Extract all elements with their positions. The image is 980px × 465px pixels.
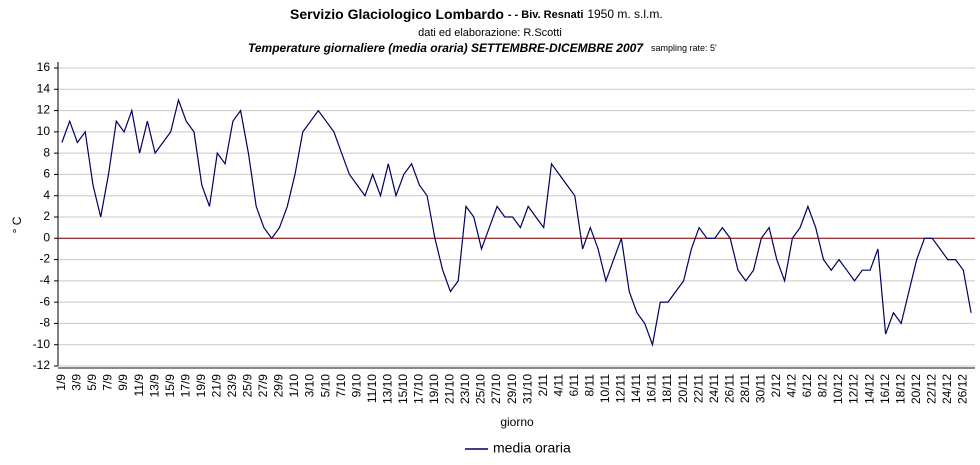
x-tick-label: 26/12	[956, 374, 970, 404]
x-tick-label: 19/10	[427, 374, 441, 404]
y-tick-label: -4	[39, 273, 50, 287]
x-tick-label: 10/12	[831, 374, 845, 404]
x-tick-label: 16/12	[878, 374, 892, 404]
x-tick-label: 2/12	[769, 374, 783, 398]
x-axis-label: giorno	[500, 415, 534, 429]
x-tick-label: 30/11	[753, 374, 767, 403]
x-tick-label: 20/11	[676, 374, 690, 403]
title-altitude: 1950 m. s.l.m.	[587, 7, 662, 21]
note: sampling rate: 5'	[651, 43, 717, 53]
y-tick-label: 10	[37, 124, 51, 138]
x-tick-label: 17/10	[412, 374, 426, 404]
chart-title: Servizio Glaciologico Lombardo - - Biv. …	[290, 6, 663, 22]
x-tick-label: 2/11	[536, 374, 550, 397]
x-tick-label: 29/10	[505, 374, 519, 404]
x-tick-label: 25/9	[241, 374, 255, 398]
title2: Temperature giornaliere (media oraria) S…	[248, 41, 717, 55]
x-tick-label: 18/11	[660, 374, 674, 403]
x-tick-label: 20/12	[909, 374, 923, 404]
x-tick-label: 11/10	[365, 374, 379, 403]
x-tick-label: 7/9	[101, 374, 115, 391]
x-tick-label: 14/12	[862, 374, 876, 404]
x-tick-label: 4/11	[551, 374, 565, 397]
x-tick-label: 27/9	[256, 374, 270, 398]
x-tick-label: 5/9	[85, 374, 99, 391]
x-tick-label: 27/10	[489, 374, 503, 404]
x-tick-label: 4/12	[785, 374, 799, 398]
x-tick-label: 10/11	[598, 374, 612, 403]
x-tick-label: 12/11	[614, 374, 628, 403]
y-tick-label: -6	[39, 294, 50, 308]
x-tick-label: 23/9	[225, 374, 239, 398]
x-tick-label: 5/10	[318, 374, 332, 398]
x-tick-label: 15/10	[396, 374, 410, 404]
x-tick-label: 26/11	[722, 374, 736, 403]
series-line	[61, 97, 972, 347]
x-tick-label: 18/12	[893, 374, 907, 404]
x-tick-label: 8/12	[816, 374, 830, 398]
x-tick-label: 9/10	[349, 374, 363, 398]
x-tick-label: 29/9	[272, 374, 286, 398]
y-tick-label: 14	[37, 81, 51, 95]
x-tick-label: 31/10	[520, 374, 534, 404]
y-tick-label: 0	[43, 230, 50, 244]
x-tick-label: 7/10	[334, 374, 348, 398]
title2-main: Temperature giornaliere (media oraria) S…	[248, 41, 644, 55]
x-tick-label: 23/10	[458, 374, 472, 404]
x-tick-label: 3/10	[303, 374, 317, 398]
title-separator: - - Biv. Resnati	[508, 9, 584, 21]
x-tick-label: 22/12	[924, 374, 938, 404]
x-tick-label: 6/12	[800, 374, 814, 398]
x-tick-label: 21/9	[209, 374, 223, 398]
legend-label: media oraria	[493, 440, 571, 456]
y-tick-label: 8	[43, 145, 50, 159]
x-tick-label: 13/9	[147, 374, 161, 398]
x-tick-label: 11/9	[132, 374, 146, 397]
y-axis-label: ° C	[10, 216, 24, 233]
x-tick-label: 21/10	[443, 374, 457, 404]
title-main: Servizio Glaciologico Lombardo	[290, 6, 504, 22]
x-tick-label: 9/9	[116, 374, 130, 391]
x-tick-label: 16/11	[645, 374, 659, 403]
y-tick-label: 12	[37, 103, 51, 117]
x-tick-label: 1/9	[54, 374, 68, 391]
y-tick-label: 4	[43, 188, 50, 202]
x-tick-label: 13/10	[380, 374, 394, 404]
x-tick-label: 8/11	[582, 374, 596, 397]
x-tick-label: 14/11	[629, 374, 643, 403]
y-tick-label: -2	[39, 252, 50, 266]
x-tick-label: 24/12	[940, 374, 954, 404]
x-tick-label: 22/11	[691, 374, 705, 403]
y-tick-label: -8	[39, 316, 50, 330]
x-tick-label: 19/9	[194, 374, 208, 398]
x-tick-label: 3/9	[70, 374, 84, 391]
x-tick-label: 28/11	[738, 374, 752, 403]
x-tick-label: 12/12	[847, 374, 861, 404]
x-tick-label: 17/9	[178, 374, 192, 398]
x-tick-label: 6/11	[567, 374, 581, 397]
subtitle: dati ed elaborazione: R.Scotti	[418, 27, 562, 39]
x-tick-label: 25/10	[474, 374, 488, 404]
y-tick-label: 2	[43, 209, 50, 223]
x-tick-label: 1/10	[287, 374, 301, 398]
y-tick-label: 16	[37, 60, 51, 74]
y-tick-label: 6	[43, 167, 50, 181]
y-tick-label: -12	[33, 358, 51, 372]
x-tick-label: 15/9	[163, 374, 177, 398]
y-tick-label: -10	[33, 337, 51, 351]
x-tick-label: 24/11	[707, 374, 721, 403]
